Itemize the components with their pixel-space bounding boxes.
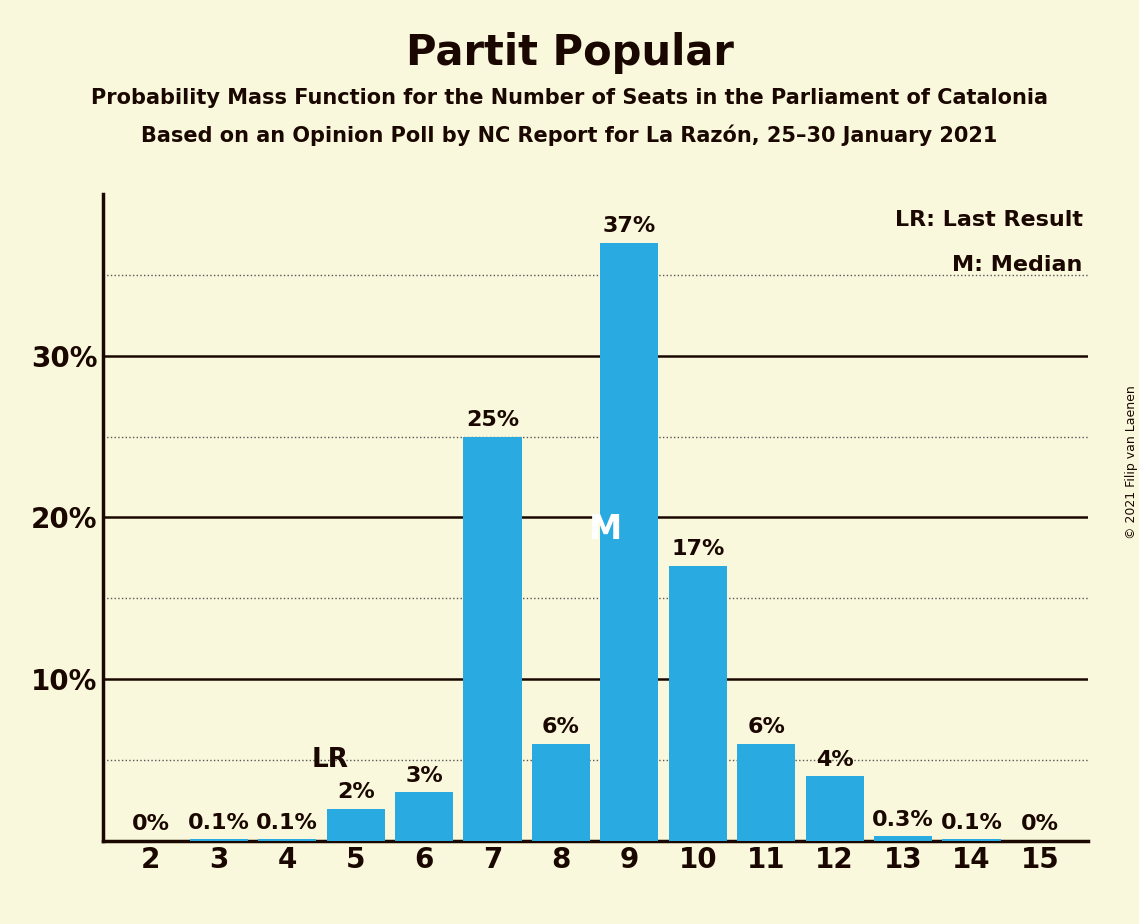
Text: M: Median: M: Median bbox=[952, 255, 1083, 275]
Bar bbox=[532, 744, 590, 841]
Text: 6%: 6% bbox=[542, 717, 580, 737]
Text: LR: LR bbox=[311, 747, 349, 773]
Text: Based on an Opinion Poll by NC Report for La Razón, 25–30 January 2021: Based on an Opinion Poll by NC Report fo… bbox=[141, 125, 998, 146]
Text: 17%: 17% bbox=[671, 540, 724, 560]
Text: Probability Mass Function for the Number of Seats in the Parliament of Catalonia: Probability Mass Function for the Number… bbox=[91, 88, 1048, 108]
Text: Partit Popular: Partit Popular bbox=[405, 32, 734, 74]
Bar bbox=[669, 565, 727, 841]
Text: © 2021 Filip van Laenen: © 2021 Filip van Laenen bbox=[1124, 385, 1138, 539]
Text: 6%: 6% bbox=[747, 717, 785, 737]
Bar bbox=[259, 839, 317, 841]
Text: M: M bbox=[589, 513, 622, 546]
Bar bbox=[190, 839, 248, 841]
Text: 37%: 37% bbox=[603, 216, 656, 236]
Text: 0.3%: 0.3% bbox=[872, 809, 934, 830]
Bar bbox=[942, 839, 1000, 841]
Text: 0%: 0% bbox=[131, 814, 170, 834]
Text: 0.1%: 0.1% bbox=[941, 813, 1002, 833]
Bar bbox=[464, 436, 522, 841]
Text: 4%: 4% bbox=[816, 749, 853, 770]
Bar bbox=[327, 808, 385, 841]
Bar bbox=[395, 793, 453, 841]
Bar bbox=[600, 242, 658, 841]
Text: 0.1%: 0.1% bbox=[256, 813, 318, 833]
Text: 2%: 2% bbox=[337, 782, 375, 802]
Text: 3%: 3% bbox=[405, 766, 443, 785]
Bar bbox=[874, 836, 932, 841]
Text: 0.1%: 0.1% bbox=[188, 813, 249, 833]
Text: LR: Last Result: LR: Last Result bbox=[895, 211, 1083, 230]
Text: 0%: 0% bbox=[1021, 814, 1059, 834]
Bar bbox=[737, 744, 795, 841]
Text: 25%: 25% bbox=[466, 410, 519, 431]
Bar bbox=[805, 776, 863, 841]
